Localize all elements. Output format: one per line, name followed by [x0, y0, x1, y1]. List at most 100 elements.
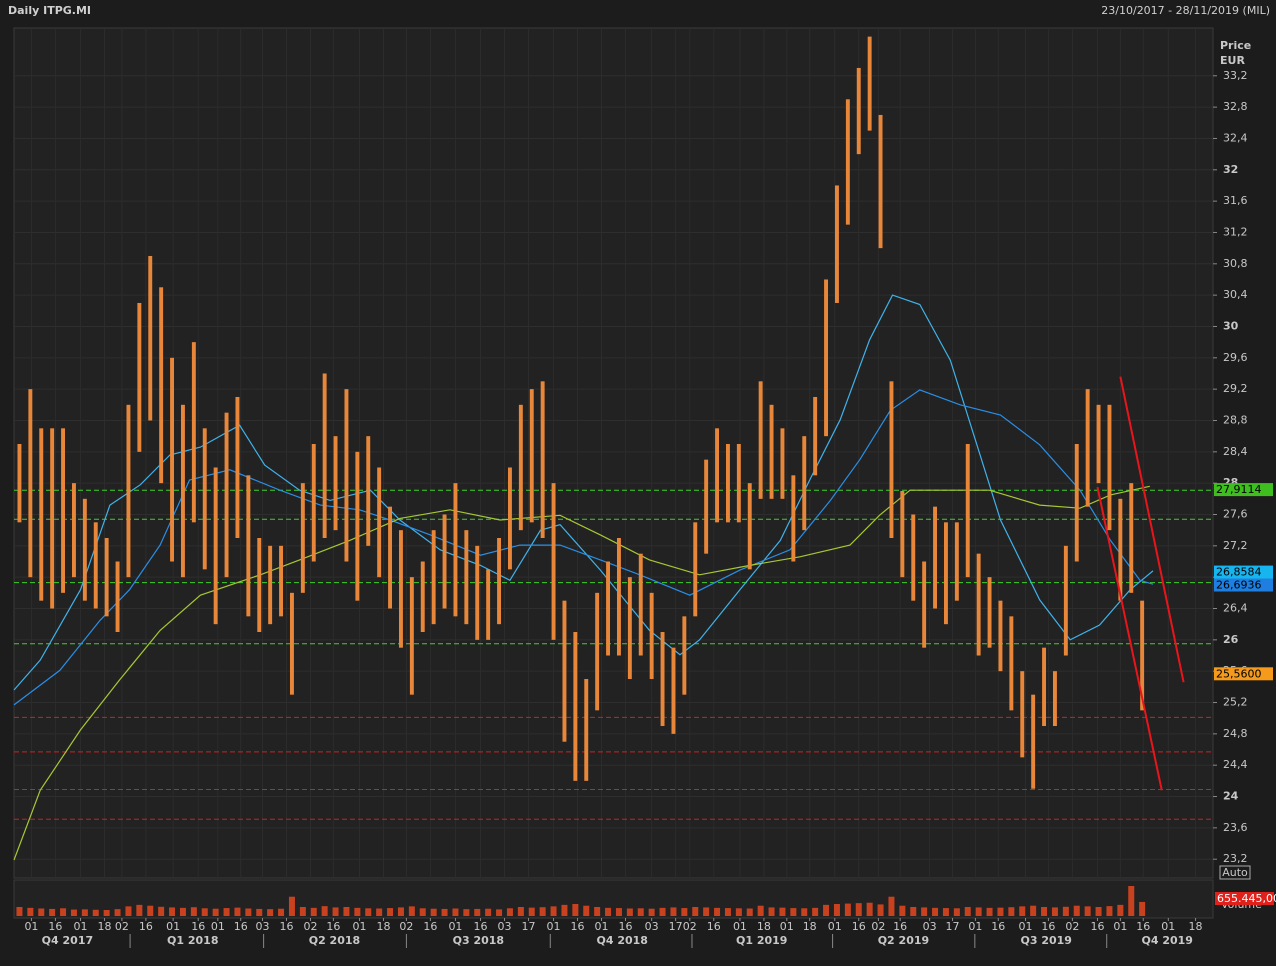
- volume-bar: [103, 910, 110, 916]
- price-bar: [922, 561, 927, 648]
- price-tag: 25,5600: [1216, 667, 1262, 680]
- y-axis-unit: EUR: [1220, 54, 1245, 67]
- volume-bar: [430, 908, 437, 916]
- price-bar: [1107, 404, 1112, 531]
- x-tick-label: 01: [828, 920, 842, 933]
- volume-bar: [256, 908, 263, 916]
- volume-bar: [768, 907, 775, 916]
- volume-bar: [681, 908, 688, 916]
- price-bar: [1085, 389, 1090, 507]
- y-tick-label: 32,4: [1223, 131, 1248, 144]
- volume-bar: [278, 908, 285, 916]
- price-bar: [486, 569, 491, 640]
- x-tick-label: 02: [871, 920, 885, 933]
- price-bar: [627, 577, 632, 680]
- volume-bar: [408, 906, 415, 916]
- volume-bar: [223, 908, 230, 916]
- volume-bar: [343, 907, 350, 916]
- x-tick-label: 01: [1113, 920, 1127, 933]
- volume-tag: 655.445,00: [1217, 892, 1276, 905]
- volume-bar: [1084, 906, 1091, 916]
- price-bar: [475, 545, 480, 640]
- price-bar: [61, 428, 66, 593]
- volume-bar: [866, 902, 873, 916]
- volume-bar: [474, 908, 481, 916]
- price-tag: 26,8584: [1216, 566, 1262, 579]
- x-tick-label: 16: [707, 920, 721, 933]
- price-bar: [235, 396, 240, 538]
- price-tag: 27,9114: [1216, 483, 1262, 496]
- price-bar: [954, 522, 959, 601]
- volume-bar: [986, 907, 993, 916]
- quarter-label: Q2 2019: [878, 934, 929, 947]
- volume-bar: [746, 908, 753, 916]
- trend-line: [1119, 376, 1185, 683]
- price-bar: [93, 522, 98, 609]
- price-bar: [616, 538, 621, 656]
- volume-bar: [1041, 907, 1048, 916]
- volume-bar: [92, 909, 99, 916]
- price-bar: [268, 545, 273, 625]
- volume-bar: [1062, 906, 1069, 916]
- volume-bar: [921, 907, 928, 916]
- y-tick-label: 27,2: [1223, 539, 1248, 552]
- price-bar: [780, 428, 785, 499]
- x-tick-label: 16: [991, 920, 1005, 933]
- volume-bar: [942, 908, 949, 916]
- volume-bar: [1139, 901, 1146, 916]
- price-bar: [1009, 616, 1014, 711]
- volume-bar: [496, 909, 503, 916]
- volume-bar: [234, 907, 241, 916]
- x-tick-label: 16: [139, 920, 153, 933]
- price-bar: [442, 514, 447, 609]
- price-bar: [638, 553, 643, 656]
- volume-bar: [605, 907, 612, 916]
- volume-bar: [125, 906, 132, 916]
- price-bar: [693, 522, 698, 617]
- volume-bar: [583, 905, 590, 916]
- price-bar: [159, 287, 164, 484]
- volume-bar: [1051, 907, 1058, 916]
- volume-bar: [147, 905, 154, 916]
- y-tick-label: 23,6: [1223, 821, 1248, 834]
- volume-bar: [190, 907, 197, 916]
- volume-bar: [877, 904, 884, 916]
- volume-bar: [1008, 907, 1015, 916]
- quarter-label: Q3 2018: [453, 934, 504, 947]
- price-bar: [769, 404, 774, 499]
- x-tick-label: 18: [757, 920, 771, 933]
- volume-bar: [692, 907, 699, 916]
- price-bar: [965, 443, 970, 578]
- volume-bar: [70, 909, 77, 916]
- price-bar: [933, 506, 938, 609]
- x-tick-label: 18: [97, 920, 111, 933]
- x-tick-label: 16: [423, 920, 437, 933]
- volume-bar: [637, 908, 644, 916]
- x-tick-label: 18: [803, 920, 817, 933]
- price-bar: [82, 498, 87, 601]
- price-bar: [246, 475, 251, 617]
- x-tick-label: 02: [1065, 920, 1079, 933]
- x-tick-label: 16: [280, 920, 294, 933]
- price-bar: [1074, 443, 1079, 562]
- y-tick-label: 27,6: [1223, 507, 1248, 520]
- price-bar: [497, 538, 502, 625]
- volume-bar: [1073, 905, 1080, 916]
- volume-bar: [670, 907, 677, 916]
- price-bar: [126, 404, 131, 578]
- scale-button[interactable]: [1219, 865, 1251, 880]
- y-tick-label: 31,6: [1223, 194, 1248, 207]
- volume-bar: [703, 907, 710, 916]
- scale-mode[interactable]: Auto: [1222, 866, 1248, 879]
- volume-bar: [615, 908, 622, 916]
- volume-tag-bg: [1215, 892, 1274, 905]
- volume-bar: [114, 909, 121, 916]
- volume-bar: [38, 908, 45, 916]
- volume-bar: [1117, 904, 1124, 916]
- y-tick-label: 31,2: [1223, 225, 1248, 238]
- volume-bar: [169, 907, 176, 916]
- price-bar: [170, 357, 175, 562]
- volume-bar: [844, 903, 851, 916]
- volume-bar: [1030, 905, 1037, 916]
